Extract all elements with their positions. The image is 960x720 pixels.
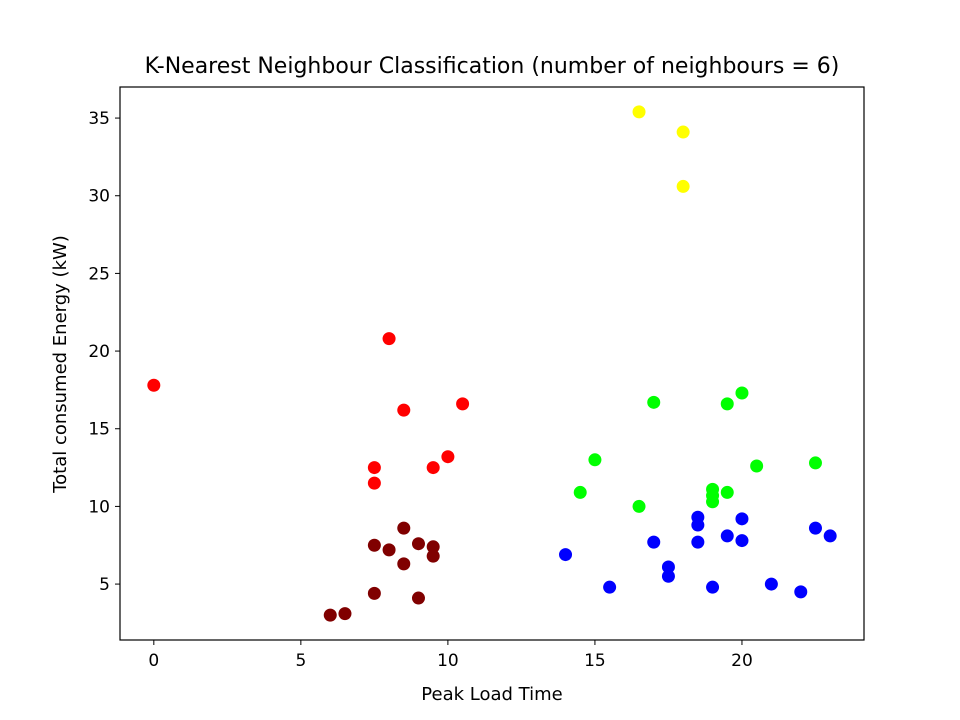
y-tick-label: 30 (88, 187, 110, 207)
data-point (661, 569, 675, 583)
data-point (676, 125, 690, 139)
data-point (720, 397, 734, 411)
data-point (764, 577, 778, 591)
data-point (382, 332, 396, 346)
data-point (808, 521, 822, 535)
data-point (808, 456, 822, 470)
data-point (823, 529, 837, 543)
data-point (559, 548, 573, 562)
data-point (573, 485, 587, 499)
data-point (661, 560, 675, 574)
data-point (706, 580, 720, 594)
x-tick-label: 15 (584, 651, 606, 671)
data-point (735, 534, 749, 548)
data-point (603, 580, 617, 594)
data-point (735, 386, 749, 400)
data-point (397, 521, 411, 535)
data-point (706, 495, 720, 509)
data-point (338, 607, 352, 621)
data-point (397, 403, 411, 417)
data-point (632, 499, 646, 513)
data-point (794, 585, 808, 599)
data-point (588, 453, 602, 467)
data-point (382, 543, 396, 557)
ticks-layer: 0 5 10 15 20 5 10 15 20 25 30 35 (88, 109, 752, 671)
data-point (676, 179, 690, 193)
x-axis-label: Peak Load Time (421, 684, 562, 705)
x-tick-label: 5 (295, 651, 306, 671)
data-point (367, 476, 381, 490)
data-point (647, 395, 661, 409)
data-point (720, 529, 734, 543)
data-point (750, 459, 764, 473)
data-point (397, 557, 411, 571)
data-point (456, 397, 470, 411)
plot-frame (119, 86, 865, 641)
y-tick-label: 35 (88, 109, 110, 129)
data-point (720, 485, 734, 499)
x-tick-label: 20 (731, 651, 753, 671)
y-tick-label: 25 (88, 264, 110, 284)
data-point (323, 608, 337, 622)
data-point (426, 549, 440, 563)
x-tick-label: 0 (148, 651, 159, 671)
data-point (691, 535, 705, 549)
data-point (147, 378, 161, 392)
data-point (632, 105, 646, 119)
data-point (411, 537, 425, 551)
data-point (647, 535, 661, 549)
y-axis-label: Total consumed Energy (kW) (50, 235, 71, 494)
data-point (426, 461, 440, 475)
data-point (691, 518, 705, 532)
data-point (411, 591, 425, 605)
points-layer (147, 105, 837, 622)
y-tick-label: 15 (88, 420, 110, 440)
data-point (367, 538, 381, 552)
y-tick-label: 10 (88, 497, 110, 517)
y-tick-label: 20 (88, 342, 110, 362)
x-tick-label: 10 (437, 651, 459, 671)
data-point (426, 540, 440, 554)
data-point (735, 512, 749, 526)
chart-title: K-Nearest Neighbour Classification (numb… (145, 54, 840, 79)
y-tick-label: 5 (99, 575, 110, 595)
data-point (441, 450, 455, 464)
data-point (367, 461, 381, 475)
data-point (367, 586, 381, 600)
